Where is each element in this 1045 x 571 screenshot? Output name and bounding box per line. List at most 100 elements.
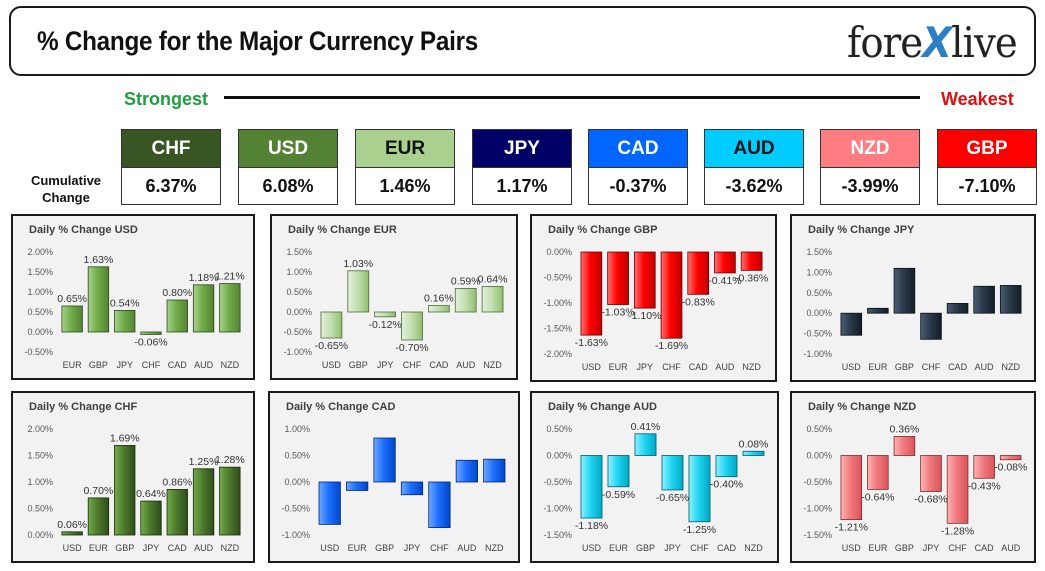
x-tick-label: CAD	[689, 362, 709, 372]
x-tick-label: CHF	[430, 543, 449, 553]
x-tick-label: AUD	[456, 360, 476, 370]
bar-cad	[973, 455, 995, 479]
bar-gbp	[373, 437, 396, 483]
x-tick-label: NZD	[1001, 362, 1020, 372]
y-tick-label: 0.00%	[546, 247, 572, 257]
x-tick-label: USD	[63, 543, 83, 553]
bar-gbp	[347, 270, 370, 313]
y-tick-label: 0.50%	[284, 451, 310, 461]
bar-cad	[166, 489, 188, 536]
y-tick-label: 1.50%	[806, 247, 832, 257]
x-tick-label: JPY	[637, 362, 654, 372]
header-box: % Change for the Major Currency Pairs fo…	[9, 6, 1036, 76]
x-tick-label: CHF	[922, 362, 941, 372]
y-tick-label: 0.50%	[27, 307, 53, 317]
y-tick-label: 0.00%	[27, 530, 53, 540]
data-label: 0.86%	[162, 476, 192, 488]
chart-title: Daily % Change EUR	[288, 224, 397, 236]
bar-nzd	[219, 283, 241, 333]
chart-jpy: Daily % Change JPY 1.50% 1.00% 0.50% 0.00% -0…	[792, 216, 1034, 380]
data-label: -1.63%	[575, 337, 608, 349]
bar-gbp	[87, 266, 110, 333]
bar-gbp	[634, 433, 657, 456]
x-tick-label: EUR	[89, 543, 109, 553]
currency-cumulative-value: -3.62%	[705, 168, 803, 204]
bar-gbp	[114, 445, 136, 536]
x-tick-label: AUD	[1001, 543, 1021, 553]
bar-aud	[999, 455, 1022, 461]
x-tick-label: CAD	[168, 360, 188, 370]
data-label: -0.43%	[968, 480, 1001, 492]
y-tick-label: -1.50%	[543, 324, 572, 334]
bar-cad	[427, 305, 450, 313]
x-tick-label: GBP	[349, 360, 368, 370]
currency-code: AUD	[705, 130, 803, 168]
data-label: 1.63%	[84, 254, 114, 266]
data-label: 0.70%	[84, 485, 114, 497]
bar-nzd	[483, 458, 506, 483]
bar-gbp	[893, 267, 916, 314]
data-label: 1.18%	[189, 272, 219, 284]
currency-code: CAD	[589, 130, 687, 168]
x-tick-label: JPY	[664, 543, 681, 553]
bar-usd	[840, 455, 863, 521]
data-label: -0.65%	[656, 492, 689, 504]
bar-nzd	[999, 285, 1022, 314]
currency-box-jpy: JPY 1.17%	[472, 129, 572, 205]
brand-logo: foreXlive	[847, 18, 1018, 67]
bar-cad	[687, 251, 710, 295]
currency-code: GBP	[938, 130, 1036, 168]
currency-cumulative-value: -7.10%	[938, 168, 1036, 204]
x-tick-label: USD	[842, 543, 862, 553]
bar-eur	[607, 455, 630, 488]
panel-usd: Daily % Change USD 2.00% 1.50% 1.00% 0.50% 0.…	[11, 214, 255, 380]
x-tick-label: NZD	[742, 362, 761, 372]
x-tick-label: EUR	[868, 543, 888, 553]
data-label: 0.80%	[162, 287, 192, 299]
chart-chf: Daily % Change CHF 2.00% 1.50% 1.00% 0.50% 0.…	[13, 393, 253, 561]
x-tick-label: USD	[582, 543, 602, 553]
strength-range-line	[224, 96, 920, 99]
x-tick-label: JPY	[116, 360, 133, 370]
x-tick-label: JPY	[404, 543, 421, 553]
panel-eur: Daily % Change EUR 1.50% 1.00% 0.50% 0.00% -0…	[270, 214, 518, 380]
data-label: 1.25%	[189, 456, 219, 468]
x-tick-label: GBP	[895, 543, 914, 553]
y-tick-label: -0.50%	[543, 477, 572, 487]
bar-chf	[946, 455, 969, 524]
currency-box-aud: AUD -3.62%	[704, 129, 804, 205]
bar-eur	[607, 251, 629, 305]
x-tick-label: AUD	[457, 543, 477, 553]
y-tick-label: 0.50%	[546, 424, 572, 434]
currency-cumulative-value: 6.08%	[239, 168, 337, 204]
data-label: 0.59%	[451, 275, 481, 287]
weakest-label: Weakest	[941, 89, 1014, 109]
currency-box-chf: CHF 6.37%	[121, 129, 221, 205]
panel-jpy: Daily % Change JPY 1.50% 1.00% 0.50% 0.00% -0…	[790, 214, 1036, 382]
data-label: -0.59%	[602, 489, 635, 501]
bar-aud	[192, 284, 215, 333]
currency-box-cad: CAD -0.37%	[588, 129, 688, 205]
currency-code: EUR	[356, 130, 454, 168]
y-tick-label: -1.00%	[543, 298, 572, 308]
x-tick-label: JPY	[923, 543, 940, 553]
y-tick-label: 0.00%	[806, 308, 832, 318]
x-tick-label: CHF	[142, 360, 161, 370]
data-label: -1.18%	[575, 520, 608, 532]
y-tick-label: 1.50%	[286, 247, 312, 257]
chart-eur: Daily % Change EUR 1.50% 1.00% 0.50% 0.00% -0…	[272, 216, 516, 378]
x-tick-label: GBP	[89, 360, 108, 370]
data-label: -0.68%	[914, 494, 947, 506]
data-label: -0.41%	[708, 275, 741, 287]
data-label: 0.65%	[57, 293, 87, 305]
currency-cumulative-value: -0.37%	[589, 168, 687, 204]
y-tick-label: 0.00%	[27, 327, 53, 337]
data-label: 0.54%	[110, 297, 140, 309]
x-tick-label: NZD	[483, 360, 502, 370]
bar-usd	[320, 311, 343, 339]
data-label: -0.83%	[682, 296, 715, 308]
currency-cumulative-value: -3.99%	[821, 168, 919, 204]
x-tick-label: GBP	[375, 543, 394, 553]
bar-jpy	[633, 251, 656, 309]
data-label: -0.12%	[369, 319, 402, 331]
